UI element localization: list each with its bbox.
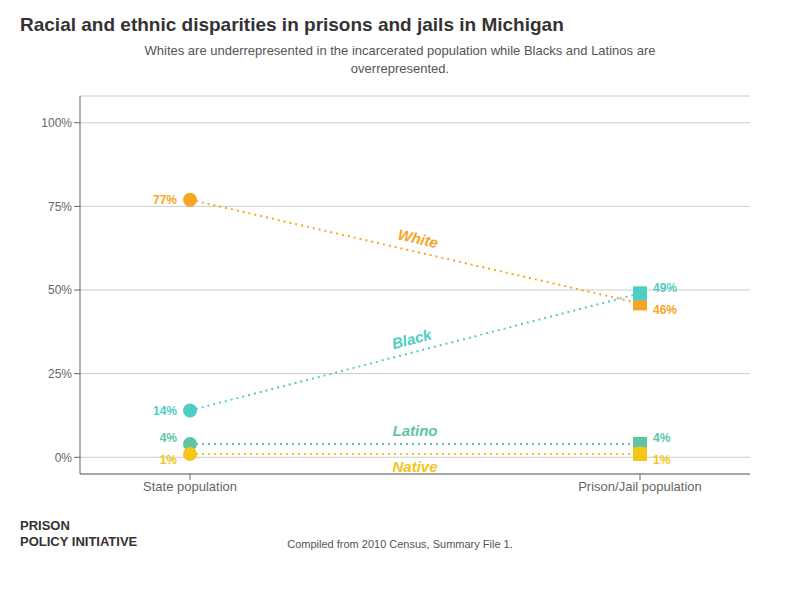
svg-text:Black: Black	[390, 325, 434, 352]
svg-text:1%: 1%	[653, 453, 671, 467]
svg-text:100%: 100%	[41, 116, 72, 130]
svg-text:Native: Native	[392, 458, 437, 474]
svg-text:4%: 4%	[160, 431, 178, 445]
html-text:POLICY INITIATIVE: POLICY INITIATIVE	[20, 534, 138, 549]
html-text:Racial and ethnic disparities: Racial and ethnic disparities in prisons…	[20, 14, 564, 35]
svg-text:State population: State population	[143, 479, 237, 494]
svg-text:25%: 25%	[48, 367, 72, 381]
svg-text:Latino: Latino	[393, 422, 438, 439]
svg-text:49%: 49%	[653, 281, 677, 295]
svg-text:77%: 77%	[153, 193, 177, 207]
svg-text:50%: 50%	[48, 283, 72, 297]
svg-text:14%: 14%	[153, 404, 177, 418]
svg-text:46%: 46%	[653, 303, 677, 317]
svg-text:White: White	[396, 226, 440, 252]
html-text:Whites are underrepresented in: Whites are underrepresented in the incar…	[144, 43, 656, 58]
html-text:overrepresented.: overrepresented.	[350, 61, 450, 76]
svg-text:Prison/Jail population: Prison/Jail population	[578, 479, 702, 494]
svg-text:4%: 4%	[653, 431, 671, 445]
html-text:Compiled from 2010 Census, Sum: Compiled from 2010 Census, Summary File …	[287, 538, 513, 550]
svg-text:75%: 75%	[48, 200, 72, 214]
svg-text:1%: 1%	[160, 453, 178, 467]
html-text:PRISON: PRISON	[20, 518, 70, 533]
svg-text:0%: 0%	[55, 451, 73, 465]
